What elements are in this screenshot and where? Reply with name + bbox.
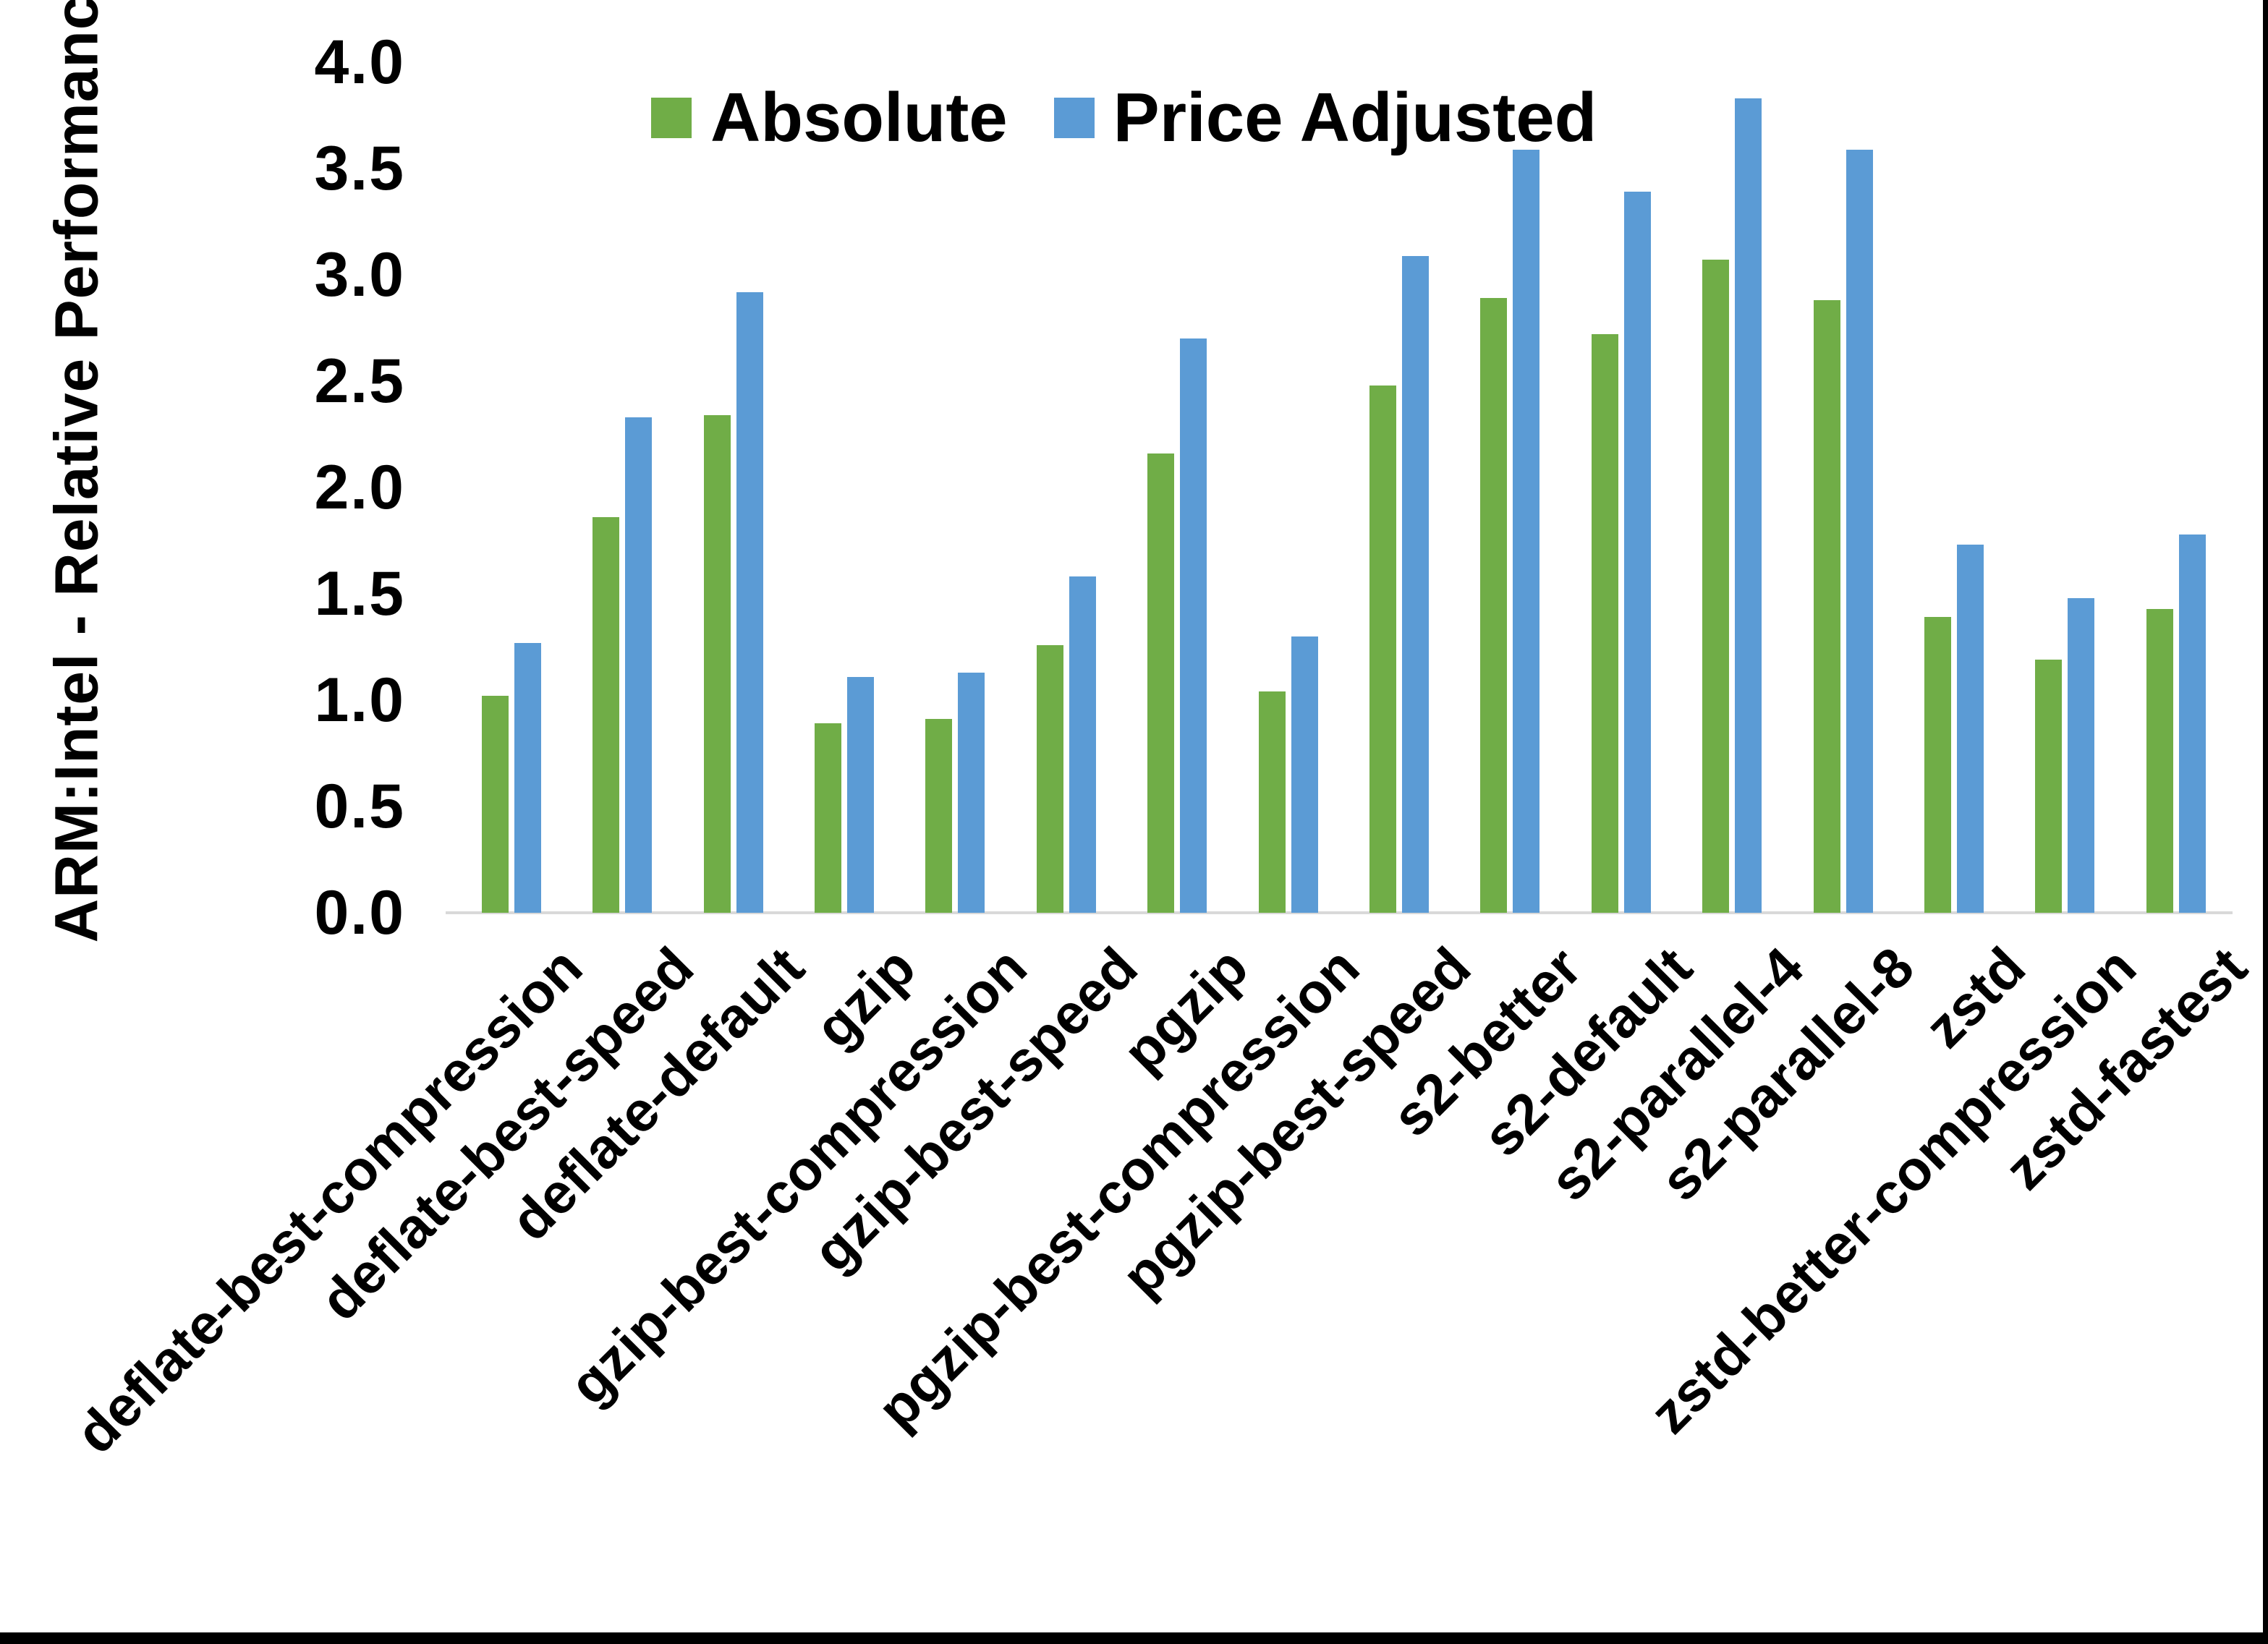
legend-label-price-adjusted: Price Adjusted bbox=[1113, 79, 1597, 156]
page-right-border bbox=[2263, 0, 2268, 1644]
x-axis-line bbox=[446, 911, 2233, 914]
bar-absolute-gzip-best-compression bbox=[925, 719, 953, 913]
bar-absolute-s2-parallel-4 bbox=[1702, 260, 1730, 913]
bar-absolute-zstd-better-compression bbox=[2035, 660, 2063, 913]
legend-item-price-adjusted: Price Adjusted bbox=[1053, 78, 1597, 158]
y-tick-label: 4.0 bbox=[314, 27, 405, 97]
legend-item-absolute: Absolute bbox=[651, 78, 1008, 158]
y-tick-label: 0.5 bbox=[314, 772, 405, 841]
page-bottom-border bbox=[0, 1632, 2268, 1644]
bar-price-adjusted-pgzip bbox=[1180, 338, 1207, 913]
bar-absolute-zstd bbox=[1924, 617, 1951, 913]
bar-absolute-deflate-best-compression bbox=[481, 696, 509, 913]
bar-absolute-s2-parallel-8 bbox=[1813, 300, 1840, 913]
bar-absolute-s2-default bbox=[1591, 334, 1618, 913]
bar-absolute-s2-better bbox=[1480, 298, 1508, 913]
bar-price-adjusted-s2-parallel-4 bbox=[1735, 98, 1762, 913]
bar-price-adjusted-s2-parallel-8 bbox=[1846, 150, 1873, 913]
y-tick-label: 3.0 bbox=[314, 240, 405, 310]
bar-absolute-zstd-fastest bbox=[2146, 609, 2173, 913]
bar-absolute-pgzip bbox=[1147, 453, 1175, 913]
bar-price-adjusted-s2-default bbox=[1623, 192, 1651, 913]
y-tick-label: 2.5 bbox=[314, 346, 405, 416]
bar-absolute-gzip bbox=[814, 723, 841, 913]
bar-absolute-pgzip-best-speed bbox=[1369, 386, 1396, 913]
bar-absolute-deflate-default bbox=[703, 415, 731, 913]
bar-absolute-pgzip-best-compression bbox=[1258, 691, 1286, 913]
legend-swatch-absolute bbox=[651, 98, 692, 138]
bar-price-adjusted-pgzip-best-compression bbox=[1291, 636, 1318, 913]
y-tick-label: 3.5 bbox=[314, 134, 405, 203]
bar-price-adjusted-deflate-best-compression bbox=[514, 643, 541, 913]
bar-price-adjusted-zstd-fastest bbox=[2178, 534, 2206, 913]
bar-price-adjusted-s2-better bbox=[1513, 150, 1540, 913]
legend: Absolute Price Adjusted bbox=[651, 78, 1597, 158]
legend-label-absolute: Absolute bbox=[710, 79, 1008, 156]
bar-price-adjusted-zstd bbox=[1956, 545, 1984, 913]
bar-price-adjusted-pgzip-best-speed bbox=[1401, 256, 1429, 913]
legend-swatch-price-adjusted bbox=[1053, 98, 1095, 138]
bar-absolute-deflate-best-speed bbox=[593, 517, 620, 913]
bar-price-adjusted-zstd-better-compression bbox=[2068, 598, 2095, 913]
bar-price-adjusted-gzip-best-speed bbox=[1069, 576, 1096, 913]
bar-price-adjusted-deflate-default bbox=[736, 292, 763, 913]
y-tick-label: 1.0 bbox=[314, 665, 405, 735]
bar-price-adjusted-deflate-best-speed bbox=[625, 417, 653, 913]
bar-price-adjusted-gzip-best-compression bbox=[958, 673, 985, 913]
bar-price-adjusted-gzip bbox=[846, 677, 874, 913]
y-tick-label: 1.5 bbox=[314, 559, 405, 629]
y-tick-label: 2.0 bbox=[314, 453, 405, 522]
y-tick-label: 0.0 bbox=[314, 878, 405, 947]
bar-absolute-gzip-best-speed bbox=[1036, 645, 1063, 913]
